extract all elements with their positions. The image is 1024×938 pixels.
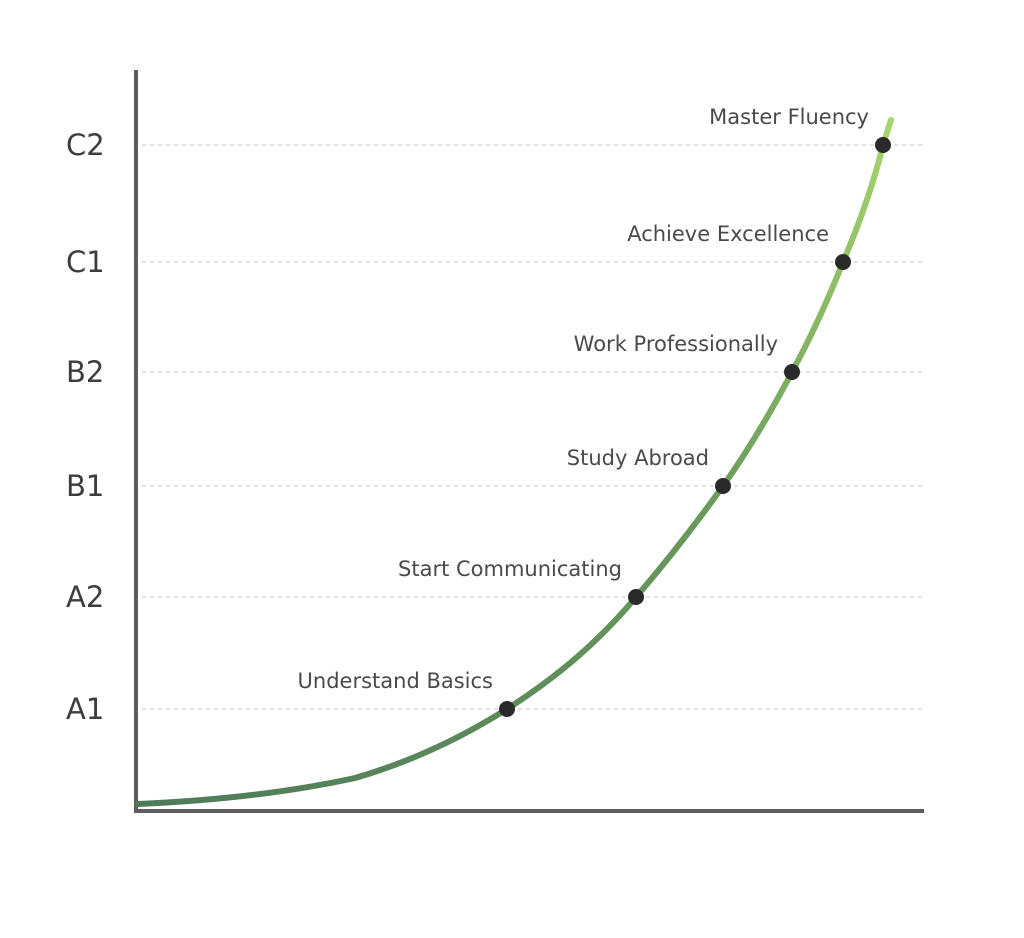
data-point-label-c2: Master Fluency	[709, 105, 869, 129]
data-point-c2	[875, 137, 891, 153]
y-tick-label-c1: C1	[66, 245, 105, 279]
data-point-label-c1: Achieve Excellence	[627, 222, 829, 246]
data-point-labels: Understand Basics Start Communicating Stud…	[298, 105, 869, 693]
data-point-c1	[835, 254, 851, 270]
y-tick-label-a1: A1	[66, 692, 104, 726]
data-point-b1	[715, 478, 731, 494]
data-point-label-b1: Study Abroad	[567, 446, 709, 470]
data-point-label-a2: Start Communicating	[398, 557, 622, 581]
data-point-a1	[499, 701, 515, 717]
y-tick-label-a2: A2	[66, 580, 104, 614]
progress-curve	[135, 117, 894, 807]
y-tick-label-b1: B1	[66, 469, 104, 503]
data-point-label-a1: Understand Basics	[298, 669, 493, 693]
axes	[134, 70, 924, 813]
y-tick-labels: A1 A2 B1 B2 C1 C2	[66, 128, 105, 726]
y-tick-label-c2: C2	[66, 128, 105, 162]
data-points	[499, 137, 891, 717]
y-tick-label-b2: B2	[66, 355, 104, 389]
data-point-b2	[784, 364, 800, 380]
data-point-a2	[628, 589, 644, 605]
data-point-label-b2: Work Professionally	[574, 332, 778, 356]
